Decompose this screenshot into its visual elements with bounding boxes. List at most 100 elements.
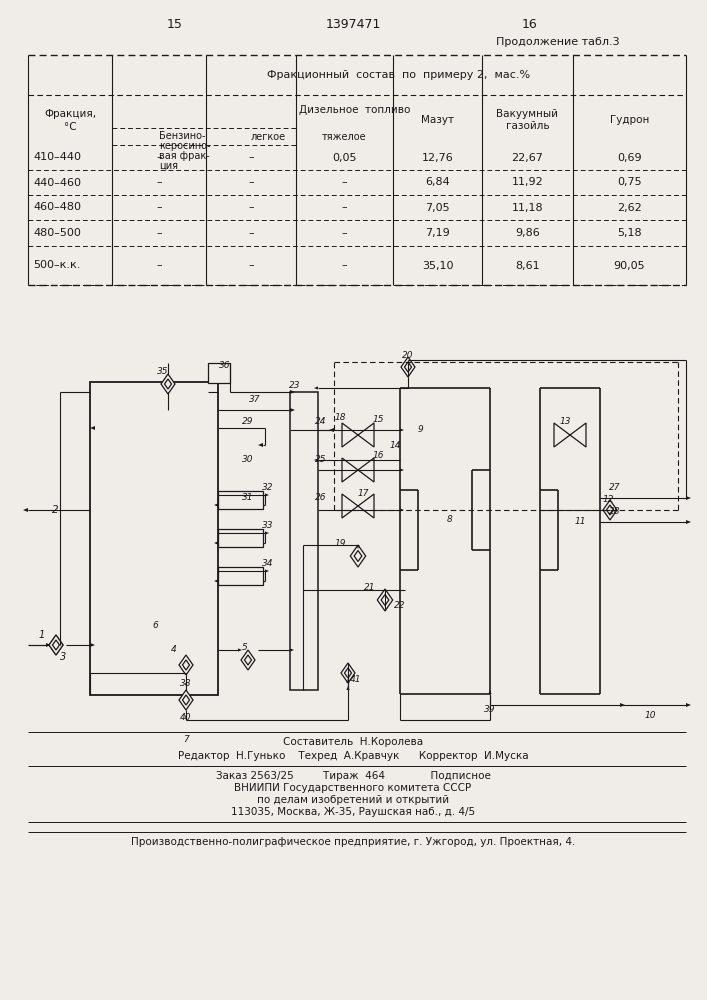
Text: 2,62: 2,62 xyxy=(617,202,642,213)
Text: газойль: газойль xyxy=(506,121,549,131)
Text: –: – xyxy=(156,178,162,188)
Text: Составитель  Н.Королева: Составитель Н.Королева xyxy=(283,737,423,747)
Text: 8,61: 8,61 xyxy=(515,260,540,270)
Text: –: – xyxy=(341,178,347,188)
Polygon shape xyxy=(290,408,295,412)
Polygon shape xyxy=(23,508,28,512)
Polygon shape xyxy=(238,648,242,652)
Polygon shape xyxy=(179,655,193,675)
Text: 9: 9 xyxy=(417,426,423,434)
Polygon shape xyxy=(686,520,691,524)
Polygon shape xyxy=(603,500,617,520)
Text: –: – xyxy=(341,202,347,213)
Text: –: – xyxy=(248,260,254,270)
Polygon shape xyxy=(46,643,51,647)
Text: –: – xyxy=(341,228,347,238)
Polygon shape xyxy=(165,379,172,389)
Polygon shape xyxy=(182,695,189,705)
Polygon shape xyxy=(401,357,415,377)
Text: 35,10: 35,10 xyxy=(422,260,453,270)
Text: 30: 30 xyxy=(243,456,254,464)
Text: 27: 27 xyxy=(609,484,621,492)
Text: 0,05: 0,05 xyxy=(332,152,357,162)
Polygon shape xyxy=(350,545,366,567)
Polygon shape xyxy=(400,428,404,432)
Text: 8: 8 xyxy=(447,516,453,524)
Text: 6: 6 xyxy=(152,620,158,630)
Text: 22: 22 xyxy=(395,600,406,609)
Polygon shape xyxy=(342,494,374,518)
Text: 39: 39 xyxy=(484,706,496,714)
Polygon shape xyxy=(161,374,175,394)
Text: 7,19: 7,19 xyxy=(425,228,450,238)
Polygon shape xyxy=(49,635,63,655)
Text: Заказ 2563/25         Тираж  464              Подписное: Заказ 2563/25 Тираж 464 Подписное xyxy=(216,771,491,781)
Polygon shape xyxy=(489,690,491,694)
Polygon shape xyxy=(290,648,294,652)
Polygon shape xyxy=(686,703,691,707)
Polygon shape xyxy=(290,390,295,394)
Text: Гудрон: Гудрон xyxy=(610,115,649,125)
Text: 16: 16 xyxy=(522,18,538,31)
Text: 460–480: 460–480 xyxy=(33,202,81,213)
Text: 24: 24 xyxy=(315,418,327,426)
Text: ВНИИПИ Государственного комитета СССР: ВНИИПИ Государственного комитета СССР xyxy=(235,783,472,793)
Polygon shape xyxy=(356,545,360,549)
Polygon shape xyxy=(258,443,263,447)
Text: 4: 4 xyxy=(171,646,177,654)
Text: 90,05: 90,05 xyxy=(614,260,645,270)
Polygon shape xyxy=(346,679,349,683)
Text: –: – xyxy=(341,260,347,270)
Text: 10: 10 xyxy=(644,710,656,720)
Bar xyxy=(208,363,230,383)
Polygon shape xyxy=(381,594,389,605)
Text: 16: 16 xyxy=(373,452,384,460)
Text: –: – xyxy=(156,228,162,238)
Polygon shape xyxy=(265,531,269,535)
Text: 12: 12 xyxy=(602,495,614,504)
Text: 113035, Москва, Ж-35, Раушская наб., д. 4/5: 113035, Москва, Ж-35, Раушская наб., д. … xyxy=(231,807,475,817)
Text: по делам изобретений и открытий: по делам изобретений и открытий xyxy=(257,795,449,805)
Text: –: – xyxy=(248,178,254,188)
Text: тяжелое: тяжелое xyxy=(322,131,367,141)
Text: –: – xyxy=(156,202,162,213)
Polygon shape xyxy=(400,468,404,472)
Text: керосино-: керосино- xyxy=(159,141,211,151)
Text: 33: 33 xyxy=(262,520,274,530)
Text: 11: 11 xyxy=(574,518,586,526)
Text: 3: 3 xyxy=(60,652,66,662)
Polygon shape xyxy=(554,423,586,447)
Text: 25: 25 xyxy=(315,456,327,464)
Text: 5: 5 xyxy=(242,644,248,652)
Text: 11,92: 11,92 xyxy=(512,178,544,188)
Polygon shape xyxy=(607,505,614,515)
Text: 18: 18 xyxy=(334,412,346,422)
Text: 22,67: 22,67 xyxy=(512,152,544,162)
Text: 11,18: 11,18 xyxy=(512,202,543,213)
Text: 34: 34 xyxy=(262,558,274,568)
Text: 37: 37 xyxy=(250,395,261,404)
Text: 17: 17 xyxy=(357,489,369,498)
Polygon shape xyxy=(90,426,95,430)
Text: 12,76: 12,76 xyxy=(421,152,453,162)
Text: Мазут: Мазут xyxy=(421,115,454,125)
Text: 26: 26 xyxy=(315,493,327,502)
Text: Вакуумный: Вакуумный xyxy=(496,109,559,119)
Bar xyxy=(218,529,263,547)
Text: Производственно-полиграфическое предприятие, г. Ужгород, ул. Проектная, 4.: Производственно-полиграфическое предприя… xyxy=(131,837,575,847)
Polygon shape xyxy=(346,686,349,690)
Text: Продолжение табл.3: Продолжение табл.3 xyxy=(496,37,620,47)
Polygon shape xyxy=(214,503,218,507)
Polygon shape xyxy=(404,362,411,372)
Text: 9,86: 9,86 xyxy=(515,228,540,238)
Polygon shape xyxy=(344,668,351,678)
Text: 2: 2 xyxy=(52,505,58,515)
Text: 0,69: 0,69 xyxy=(617,152,642,162)
Text: 23: 23 xyxy=(289,380,300,389)
Polygon shape xyxy=(341,663,355,683)
Text: –: – xyxy=(156,260,162,270)
Text: –: – xyxy=(156,152,162,162)
Text: 29: 29 xyxy=(243,418,254,426)
Polygon shape xyxy=(342,458,374,482)
Polygon shape xyxy=(49,635,63,655)
